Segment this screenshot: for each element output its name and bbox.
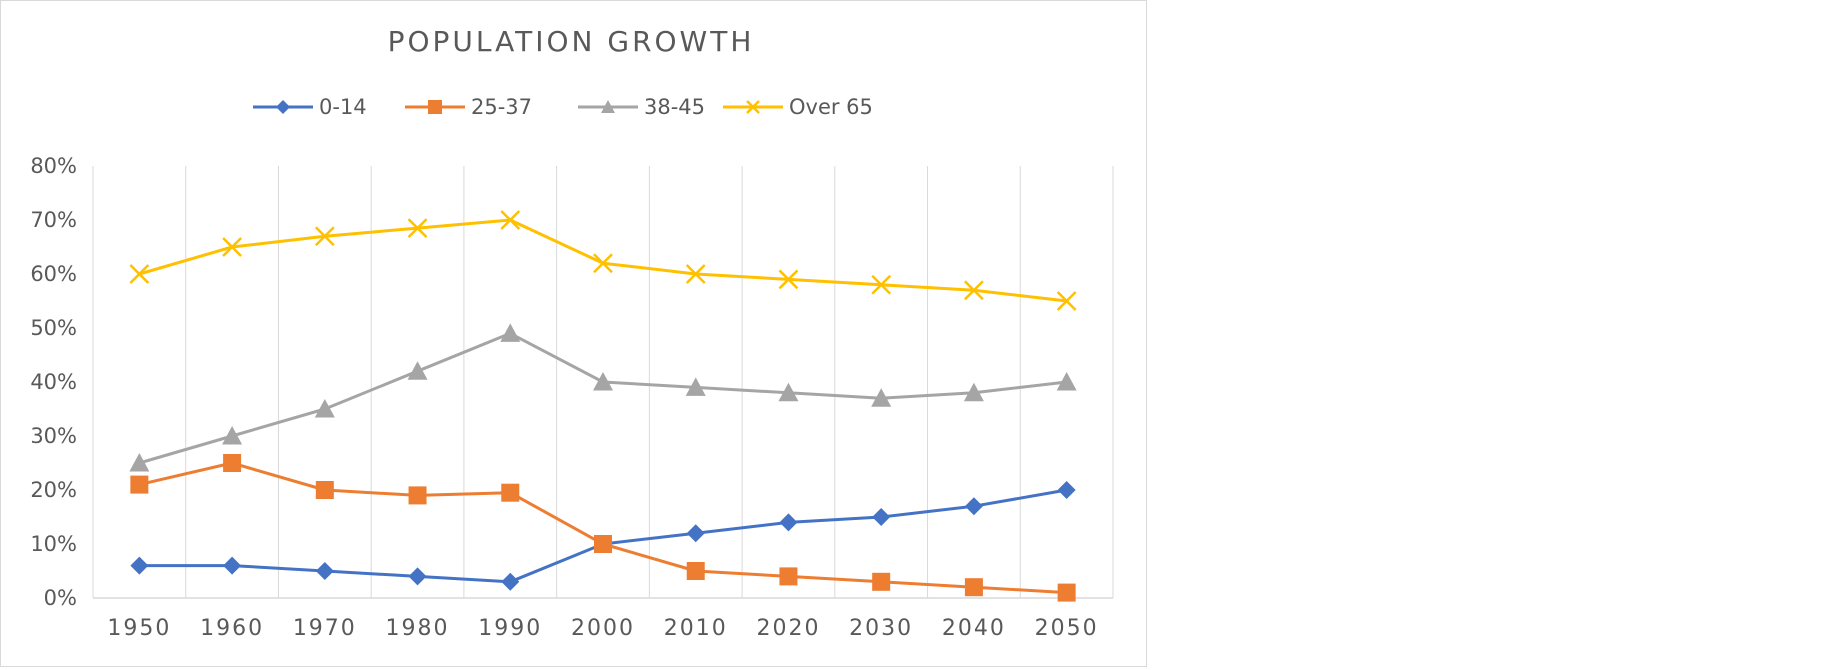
y-tick-label: 10% <box>30 532 77 556</box>
data-point-stroke <box>778 269 799 290</box>
y-tick-label: 60% <box>30 262 77 286</box>
legend-marker <box>276 100 290 114</box>
data-point <box>871 388 892 407</box>
y-tick-label: 0% <box>44 586 77 610</box>
y-tick-label: 50% <box>30 316 77 340</box>
series-2 <box>129 323 1077 472</box>
x-tick-label: 1970 <box>293 616 357 641</box>
data-point <box>964 497 983 516</box>
data-point <box>593 253 613 274</box>
data-point <box>593 372 613 391</box>
legend-item: 0-14 <box>253 95 367 119</box>
x-tick-label: 1990 <box>478 616 542 641</box>
data-point <box>314 226 335 247</box>
data-point <box>1056 372 1077 391</box>
data-point <box>778 269 799 290</box>
x-axis: 1950 1960 1970 1980 1990 2000 2010 2020 2030 2040… <box>107 616 1099 641</box>
data-point <box>964 578 983 597</box>
x-tick-label: 1960 <box>200 616 264 641</box>
y-tick-label: 80% <box>30 154 77 178</box>
data-point-stroke <box>871 274 892 295</box>
chart-title: POPULATION GROWTH <box>388 25 755 58</box>
data-point <box>686 524 705 543</box>
series-3 <box>129 210 1077 311</box>
grid <box>92 166 1114 599</box>
legend-label: Over 65 <box>789 95 873 119</box>
data-point-stroke <box>129 264 150 284</box>
data-point <box>130 475 149 494</box>
x-tick-label: 2020 <box>756 616 820 641</box>
legend-label: 0-14 <box>319 95 367 119</box>
data-point <box>222 237 242 257</box>
data-point <box>315 481 334 499</box>
x-tick-label: 2010 <box>664 616 728 641</box>
data-point <box>1056 291 1077 311</box>
legend-item: 25-37 <box>405 95 532 119</box>
data-point <box>501 572 520 591</box>
data-point <box>129 453 150 472</box>
data-point-stroke <box>1056 291 1077 311</box>
data-point <box>871 274 892 295</box>
legend-item: Over 65 <box>723 95 873 119</box>
line-chart: POPULATION GROWTH 0-14 25-37 38-45 Over 65 … <box>30 25 1114 641</box>
legend-marker <box>601 100 615 113</box>
data-point-stroke <box>500 210 521 230</box>
data-point-stroke <box>964 280 984 301</box>
data-point-stroke <box>222 237 242 257</box>
data-point <box>963 382 984 402</box>
legend-item: 38-45 <box>578 95 705 119</box>
data-point-stroke <box>593 253 613 274</box>
data-point <box>779 513 798 532</box>
data-point <box>223 556 242 575</box>
data-point <box>408 486 427 505</box>
legend-label: 25-37 <box>471 95 532 119</box>
data-point <box>314 399 335 418</box>
data-point <box>408 567 427 586</box>
data-point <box>686 562 705 580</box>
y-tick-label: 30% <box>30 424 77 448</box>
data-point <box>1057 583 1076 602</box>
data-point <box>315 562 334 580</box>
series-layer <box>129 210 1077 602</box>
legend-marker-stroke <box>746 100 760 114</box>
y-tick-label: 40% <box>30 370 77 394</box>
legend-label: 38-45 <box>644 95 705 119</box>
legend-marker <box>746 100 760 114</box>
data-point <box>222 426 243 445</box>
data-point <box>594 535 612 553</box>
data-point-stroke <box>314 226 335 247</box>
data-point <box>500 210 521 230</box>
y-tick-label: 20% <box>30 478 77 502</box>
legend: 0-14 25-37 38-45 Over 65 <box>253 95 873 119</box>
data-point <box>778 382 799 402</box>
data-point <box>872 508 891 526</box>
data-point <box>685 377 706 396</box>
x-tick-label: 1950 <box>107 616 171 641</box>
x-tick-label: 2050 <box>1035 616 1099 641</box>
series-1 <box>130 454 1076 602</box>
x-tick-label: 1980 <box>386 616 450 641</box>
data-point <box>872 572 891 591</box>
y-tick-label: 70% <box>30 208 77 232</box>
data-point <box>964 280 984 301</box>
data-point-stroke <box>407 218 428 238</box>
data-point <box>779 567 798 586</box>
data-point <box>501 483 520 502</box>
x-tick-label: 2040 <box>942 616 1006 641</box>
data-point <box>500 323 521 342</box>
y-axis: 0% 10% 20% 30% 40% 50% 60% 70% 80% <box>30 154 77 610</box>
data-point <box>1057 481 1076 499</box>
x-tick-label: 2030 <box>849 616 913 641</box>
chart-frame: POPULATION GROWTH 0-14 25-37 38-45 Over 65 … <box>0 0 1147 667</box>
data-point <box>407 218 428 238</box>
data-point-stroke <box>685 264 706 284</box>
x-tick-label: 2000 <box>571 616 635 641</box>
data-point <box>407 361 428 380</box>
data-point <box>129 264 150 284</box>
data-point <box>685 264 706 284</box>
legend-marker <box>428 100 442 114</box>
data-point <box>223 454 242 472</box>
data-point <box>130 556 149 575</box>
